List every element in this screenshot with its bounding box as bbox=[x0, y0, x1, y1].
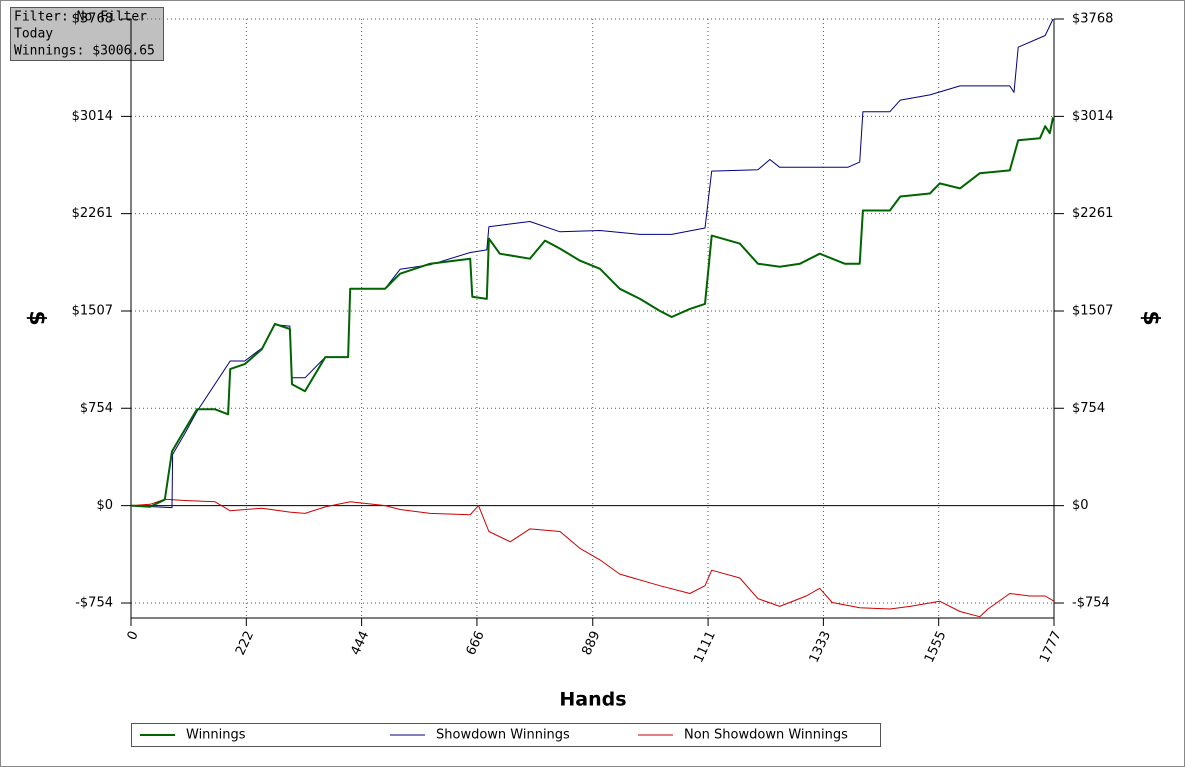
y2-tick-label: $0 bbox=[1072, 498, 1089, 513]
legend-label: Non Showdown Winnings bbox=[684, 728, 848, 743]
y2-tick-label: $2261 bbox=[1072, 206, 1113, 221]
y-tick-label: $2261 bbox=[72, 206, 113, 221]
y-tick-label: $3014 bbox=[72, 109, 113, 124]
y-tick-label: -$754 bbox=[75, 596, 113, 611]
y-tick-label: $1507 bbox=[72, 304, 113, 319]
info-background bbox=[10, 7, 164, 61]
legend-label: Winnings bbox=[186, 728, 246, 743]
info-winnings: Winnings: $3006.65 bbox=[14, 44, 155, 59]
y2-tick-label: $754 bbox=[1072, 401, 1105, 416]
info-period: Today bbox=[14, 27, 53, 42]
y2-tick-label: $3014 bbox=[1072, 109, 1113, 124]
series-line bbox=[130, 498, 1055, 618]
info-filter: Filter: No Filter bbox=[14, 10, 147, 25]
y-tick-label: $0 bbox=[96, 498, 113, 513]
y-tick-label: $754 bbox=[80, 401, 113, 416]
y2-axis-label: $ bbox=[1138, 310, 1163, 325]
y2-tick-label: $1507 bbox=[1072, 304, 1113, 319]
x-axis-label: Hands bbox=[559, 689, 626, 711]
info-box: Filter: No Filter Today Winnings: $3006.… bbox=[10, 7, 164, 61]
y-tick-label: $3768 bbox=[72, 12, 113, 27]
y-axis-label: $ bbox=[24, 310, 49, 325]
series-line bbox=[130, 117, 1054, 508]
y2-tick-label: -$754 bbox=[1072, 596, 1110, 611]
legend-label: Showdown Winnings bbox=[436, 728, 570, 743]
y2-tick-label: $3768 bbox=[1072, 12, 1113, 27]
legend-box bbox=[131, 723, 881, 747]
